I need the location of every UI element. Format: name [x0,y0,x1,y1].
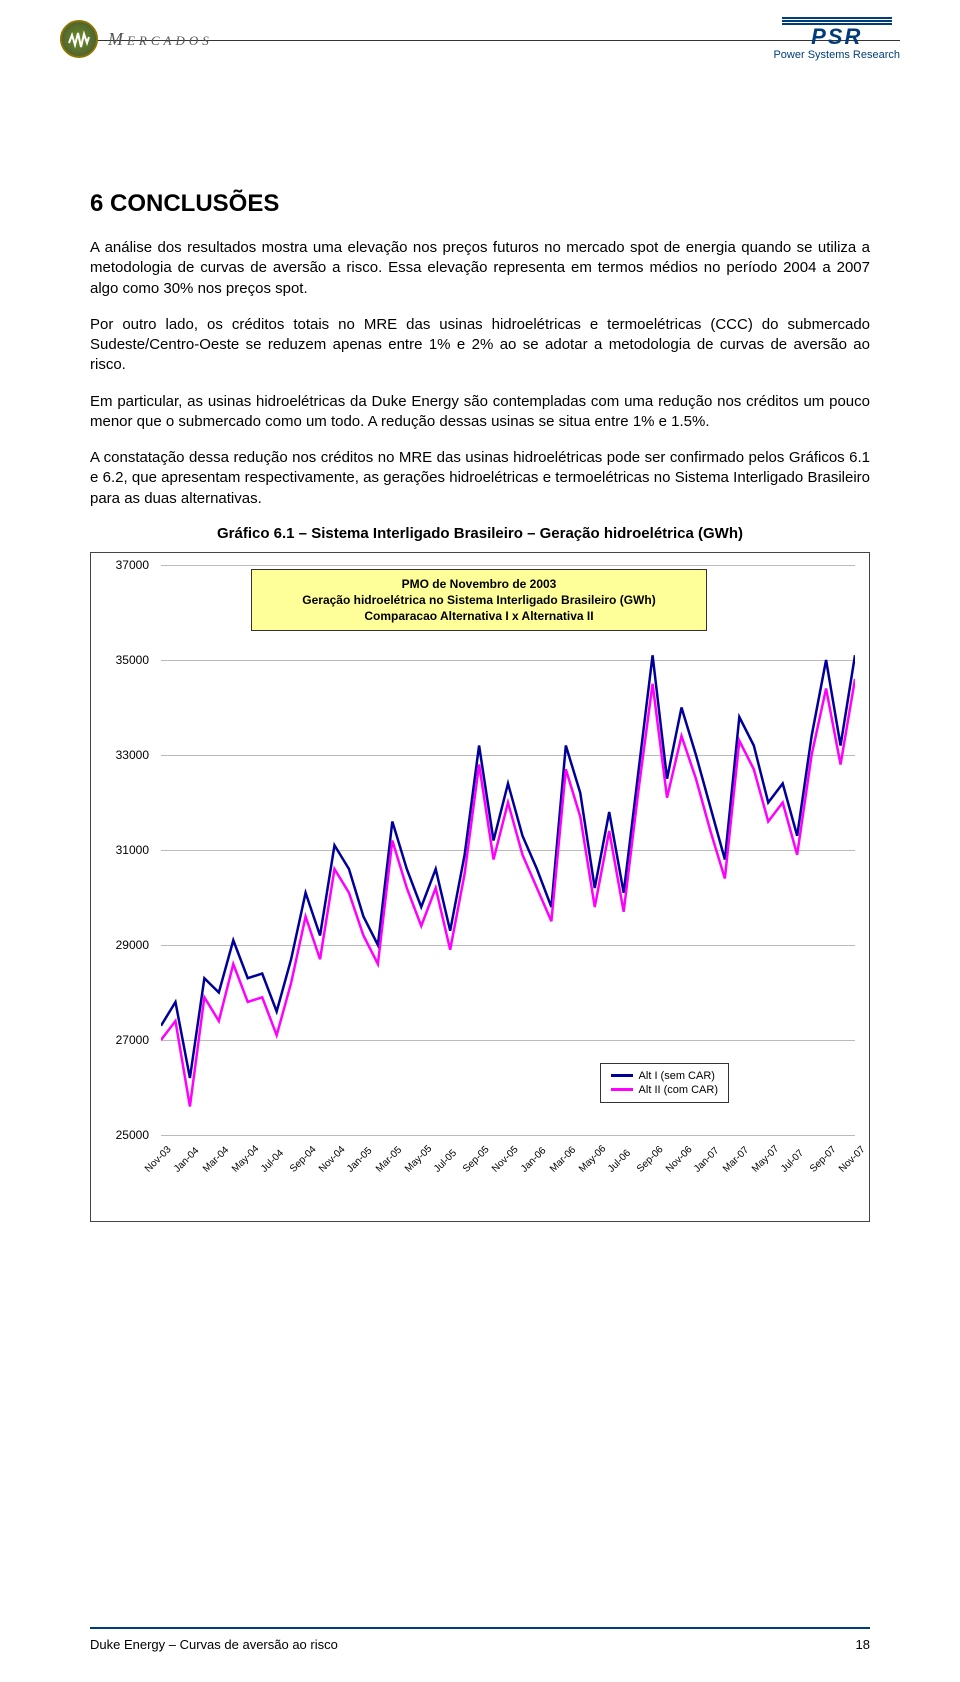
x-axis-label: Jul-07 [779,1147,806,1174]
x-axis-label: May-04 [230,1143,261,1174]
mercados-icon [60,20,98,58]
x-axis-label: May-06 [577,1143,608,1174]
x-axis-label: Nov-04 [317,1144,348,1175]
x-axis-label: Mar-04 [201,1144,231,1174]
paragraph: A análise dos resultados mostra uma elev… [90,238,870,299]
x-axis-label: Jan-07 [692,1145,721,1174]
x-axis-label: Jul-04 [259,1147,286,1174]
page-footer: Duke Energy – Curvas de aversão ao risco… [90,1627,870,1652]
brand-right-sub: Power Systems Research [773,49,900,61]
gridline [161,1135,855,1136]
y-axis-label: 35000 [91,653,149,667]
footer-page-number: 18 [856,1637,870,1652]
y-axis-label: 37000 [91,558,149,572]
series-line [161,655,855,1078]
x-axis-label: May-07 [750,1143,781,1174]
x-axis-label: Jan-06 [519,1145,548,1174]
x-axis-label: Sep-07 [808,1144,839,1175]
chart-container: PMO de Novembro de 2003 Geração hidroelé… [90,552,870,1222]
x-axis-label: Jul-06 [606,1147,633,1174]
x-axis-label: May-05 [403,1143,434,1174]
x-axis-label: Sep-04 [288,1144,319,1175]
x-axis-labels: Nov-03Jan-04Mar-04May-04Jul-04Sep-04Nov-… [161,1139,855,1209]
paragraph: Por outro lado, os créditos totais no MR… [90,315,870,376]
x-axis-label: Jan-05 [345,1145,374,1174]
page: Mercados PSR Power Systems Research 6 CO… [0,0,960,1682]
y-axis-label: 29000 [91,938,149,952]
series-line [161,679,855,1107]
x-axis-label: Jan-04 [172,1145,201,1174]
y-axis-label: 25000 [91,1128,149,1142]
psr-logo-icon: PSR [773,15,900,47]
brand-right: PSR Power Systems Research [773,15,900,61]
x-axis-label: Nov-06 [664,1144,695,1175]
y-axis-label: 31000 [91,843,149,857]
section-heading: 6 CONCLUSÕES [90,190,870,218]
chart-caption: Gráfico 6.1 – Sistema Interligado Brasil… [90,525,870,542]
content: 6 CONCLUSÕES A análise dos resultados mo… [0,90,960,1222]
x-axis-label: Mar-06 [548,1144,578,1174]
paragraph: Em particular, as usinas hidroelétricas … [90,392,870,433]
y-axis-label: 27000 [91,1033,149,1047]
footer-left: Duke Energy – Curvas de aversão ao risco [90,1637,338,1652]
x-axis-label: Sep-06 [635,1144,666,1175]
x-axis-label: Nov-05 [490,1144,521,1175]
brand-left-text: Mercados [108,29,213,50]
paragraph: A constatação dessa redução nos créditos… [90,448,870,509]
y-axis-label: 33000 [91,748,149,762]
x-axis-label: Mar-05 [374,1144,404,1174]
x-axis-label: Nov-07 [837,1144,868,1175]
chart-svg [161,565,855,1135]
x-axis-label: Nov-03 [143,1144,174,1175]
page-header: Mercados PSR Power Systems Research [0,0,960,90]
x-axis-label: Jul-05 [432,1147,459,1174]
brand-left: Mercados [60,20,213,58]
x-axis-label: Sep-05 [461,1144,492,1175]
x-axis-label: Mar-07 [721,1144,751,1174]
